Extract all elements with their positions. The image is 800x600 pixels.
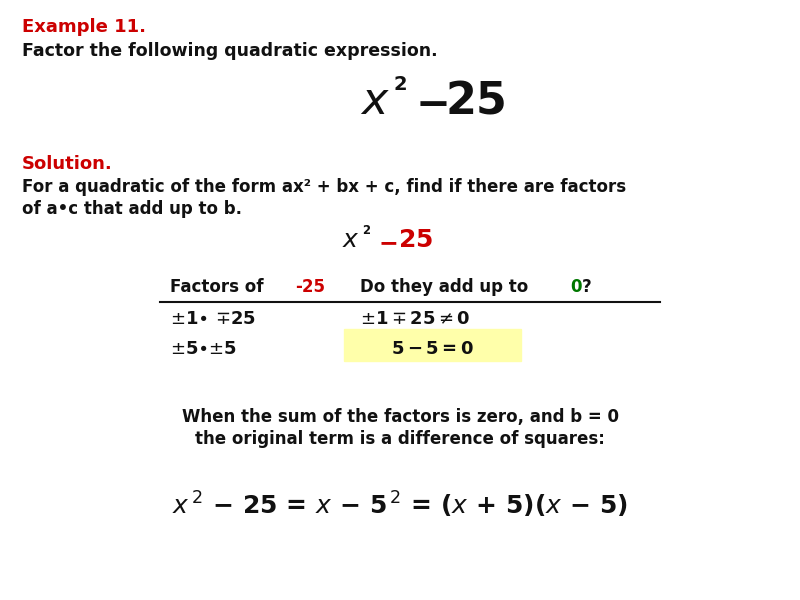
Text: Factors of: Factors of	[170, 278, 270, 296]
Text: ?: ?	[582, 278, 592, 296]
Text: $\mathbf{5 - 5 = 0}$: $\mathbf{5 - 5 = 0}$	[390, 340, 474, 358]
Text: $\mathit{x}$: $\mathit{x}$	[342, 228, 360, 252]
Text: $\mathbf{-}$: $\mathbf{-}$	[415, 82, 447, 124]
Text: $\mathbf{25}$: $\mathbf{25}$	[398, 228, 433, 252]
Text: $\mathit{x}^{\,2} \mathbf{\,-\,25\,=\,} \mathit{x} \mathbf{\,-\,5}^{\,2} \mathbf: $\mathit{x}^{\,2} \mathbf{\,-\,25\,=\,} …	[172, 490, 628, 520]
Text: of a•c that add up to b.: of a•c that add up to b.	[22, 200, 242, 218]
Text: For a quadratic of the form ax² + bx + c, find if there are factors: For a quadratic of the form ax² + bx + c…	[22, 178, 626, 196]
Text: the original term is a difference of squares:: the original term is a difference of squ…	[195, 430, 605, 448]
Text: Example 11.: Example 11.	[22, 18, 146, 36]
Text: 0: 0	[570, 278, 582, 296]
Text: Do they add up to: Do they add up to	[360, 278, 534, 296]
FancyBboxPatch shape	[344, 329, 521, 361]
Text: Solution.: Solution.	[22, 155, 113, 173]
Text: When the sum of the factors is zero, and b = 0: When the sum of the factors is zero, and…	[182, 408, 618, 426]
Text: $\pm\mathbf{1}\mp\mathbf{25}\neq\mathbf{0}$: $\pm\mathbf{1}\mp\mathbf{25}\neq\mathbf{…	[360, 310, 470, 328]
Text: $\mathit{x}$: $\mathit{x}$	[360, 80, 390, 123]
Text: $\pm\mathbf{1}$$\bullet$ $\mp\mathbf{25}$: $\pm\mathbf{1}$$\bullet$ $\mp\mathbf{25}…	[170, 310, 256, 328]
Text: $^{\mathbf{2}}$: $^{\mathbf{2}}$	[362, 226, 371, 244]
Text: $\mathbf{25}$: $\mathbf{25}$	[445, 80, 506, 123]
Text: $\pm\mathbf{5}$$\bullet$$\pm\mathbf{5}$: $\pm\mathbf{5}$$\bullet$$\pm\mathbf{5}$	[170, 340, 238, 358]
Text: $^{\mathbf{2}}$: $^{\mathbf{2}}$	[393, 78, 407, 106]
Text: Factor the following quadratic expression.: Factor the following quadratic expressio…	[22, 42, 438, 60]
Text: $\mathbf{-}$: $\mathbf{-}$	[378, 230, 398, 254]
Text: -25: -25	[295, 278, 325, 296]
